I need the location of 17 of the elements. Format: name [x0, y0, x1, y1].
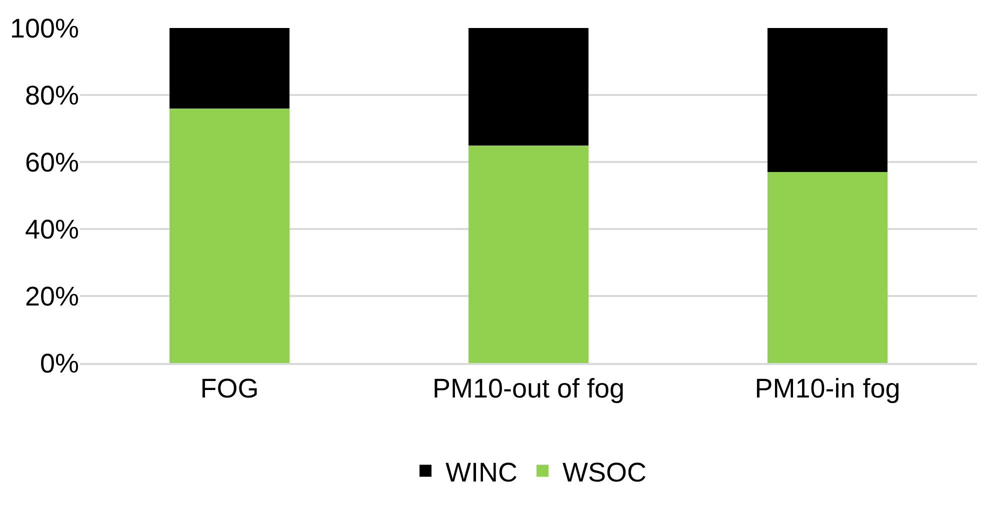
legend-label: WSOC [562, 457, 646, 488]
bar [468, 28, 588, 146]
y-tick-label: 100% [10, 13, 79, 44]
legend-label: WINC [446, 457, 518, 488]
bar [768, 28, 888, 172]
y-tick-label: 80% [24, 80, 79, 110]
y-tick-label: 40% [24, 214, 79, 244]
bar [768, 172, 888, 363]
bar [170, 28, 290, 108]
x-tick-label: PM10-out of fog [432, 373, 625, 404]
bar [170, 108, 290, 363]
y-tick-label: 0% [40, 348, 79, 378]
bar [468, 145, 588, 363]
y-tick-label: 20% [24, 281, 79, 312]
y-tick-label: 60% [24, 147, 79, 178]
x-tick-label: FOG [200, 373, 259, 404]
x-tick-label: PM10-in fog [754, 373, 900, 404]
